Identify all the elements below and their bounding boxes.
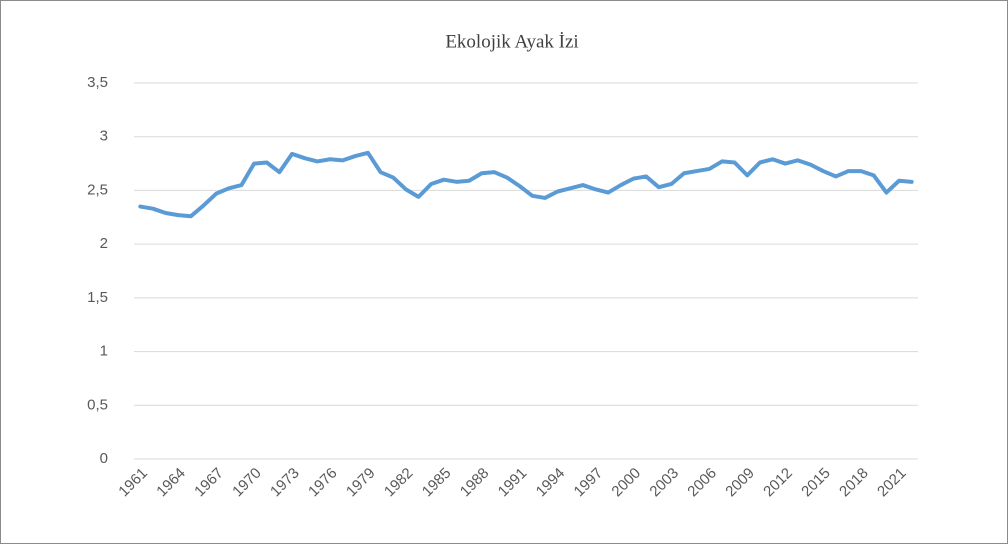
y-tick-label: 1 <box>100 343 108 360</box>
y-tick-label: 0,5 <box>87 396 108 413</box>
y-tick-label: 3,5 <box>87 74 108 91</box>
y-tick-label: 2 <box>100 235 108 252</box>
chart-title: Ekolojik Ayak İzi <box>445 31 578 52</box>
y-tick-label: 3 <box>100 128 108 145</box>
y-tick-label: 1,5 <box>87 289 108 306</box>
data-line <box>138 150 914 219</box>
y-tick-label: 0 <box>100 450 108 467</box>
y-tick-label: 2,5 <box>87 181 108 198</box>
